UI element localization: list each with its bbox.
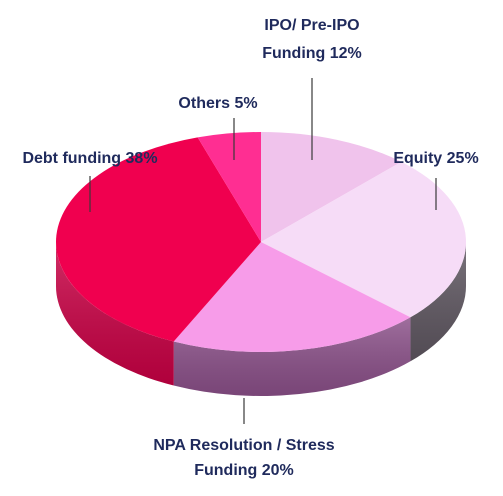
slice-debt-funding bbox=[55, 137, 261, 342]
pie-sides bbox=[56, 242, 466, 396]
slice-side-shade bbox=[173, 317, 411, 396]
slice-equity bbox=[261, 161, 466, 318]
label-ipo-pre-ipo-funding-line1: IPO/ Pre-IPO bbox=[264, 17, 359, 34]
label-npa-resolution-stress-funding-line1: NPA Resolution / Stress bbox=[153, 437, 334, 454]
slice-npa-resolution-stress-funding bbox=[173, 242, 411, 352]
label-equity: Equity 25% bbox=[393, 150, 478, 167]
label-ipo-pre-ipo-funding-line2: Funding 12% bbox=[262, 45, 362, 62]
label-debt-funding: Debt funding 38% bbox=[22, 150, 157, 167]
slice-side-shade bbox=[56, 242, 174, 386]
label-others: Others 5% bbox=[178, 95, 257, 112]
slice-ipo-pre-ipo-funding bbox=[261, 132, 402, 242]
slice-labels: IPO/ Pre-IPO Funding 12% Equity 25% NPA Res… bbox=[22, 17, 478, 479]
slice-others bbox=[197, 132, 261, 242]
slice-side-shade bbox=[410, 242, 466, 362]
leader-lines bbox=[89, 78, 437, 424]
pie-tops bbox=[55, 132, 466, 352]
label-npa-resolution-stress-funding-line2: Funding 20% bbox=[194, 462, 294, 479]
